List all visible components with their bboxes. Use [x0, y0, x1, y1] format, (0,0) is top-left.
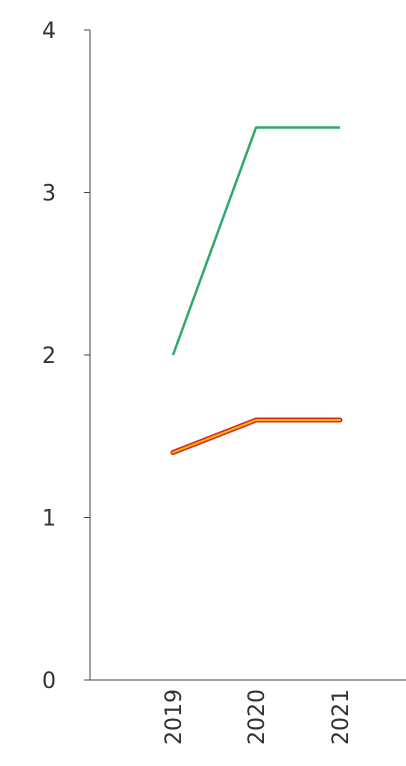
y-axis: 0 1 2 3 4 — [42, 19, 91, 694]
x-tick-label: 2021 — [329, 689, 354, 745]
y-tick-label: 0 — [42, 669, 56, 694]
x-tick-label: 2020 — [245, 689, 270, 745]
y-tick-label: 1 — [42, 507, 56, 532]
x-axis: 2019 2020 2021 — [90, 679, 406, 745]
series-2-outline — [170, 417, 343, 455]
series-1-line — [171, 126, 340, 356]
x-tick-label: 2019 — [162, 689, 187, 745]
series-2-line — [172, 419, 341, 454]
y-tick-label: 2 — [42, 344, 56, 369]
y-tick-label: 4 — [42, 19, 56, 44]
series-layer — [170, 126, 343, 455]
y-tick-label: 3 — [42, 182, 56, 207]
